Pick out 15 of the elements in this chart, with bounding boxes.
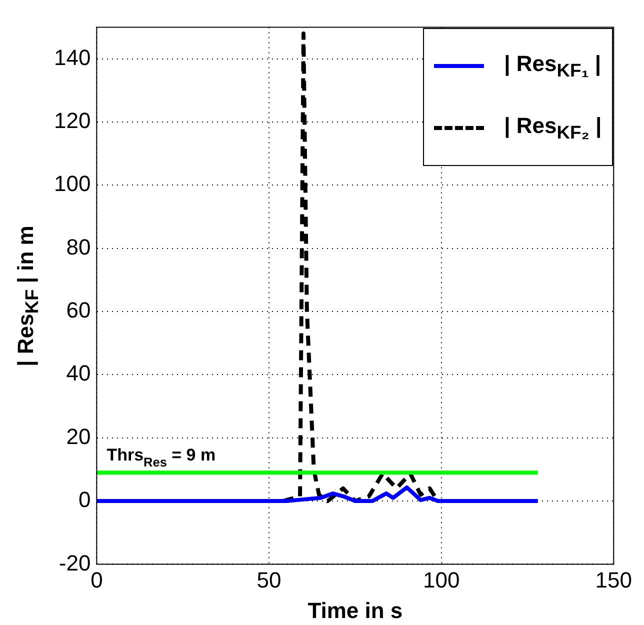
- y-tick-label: 60: [66, 298, 91, 323]
- y-tick-label: 120: [54, 108, 91, 134]
- x-tick-label: 100: [422, 567, 460, 592]
- y-tick-label: 0: [78, 487, 91, 512]
- x-tick-label: 50: [256, 567, 282, 592]
- y-tick-label: 20: [66, 424, 91, 449]
- y-tick-label: 80: [66, 234, 91, 260]
- y-tick-label: -20: [58, 550, 91, 576]
- legend-label: | Res$_{KF₁}$ |: [504, 50, 602, 82]
- legend-label: | Res$_{KF₂}$ |: [504, 112, 602, 144]
- x-tick-label: 150: [595, 567, 632, 592]
- y-tick-label: 100: [54, 171, 91, 196]
- y-tick-label: 140: [54, 44, 91, 70]
- x-axis-title: Time in s: [308, 598, 403, 623]
- y-tick-label: 40: [66, 360, 91, 386]
